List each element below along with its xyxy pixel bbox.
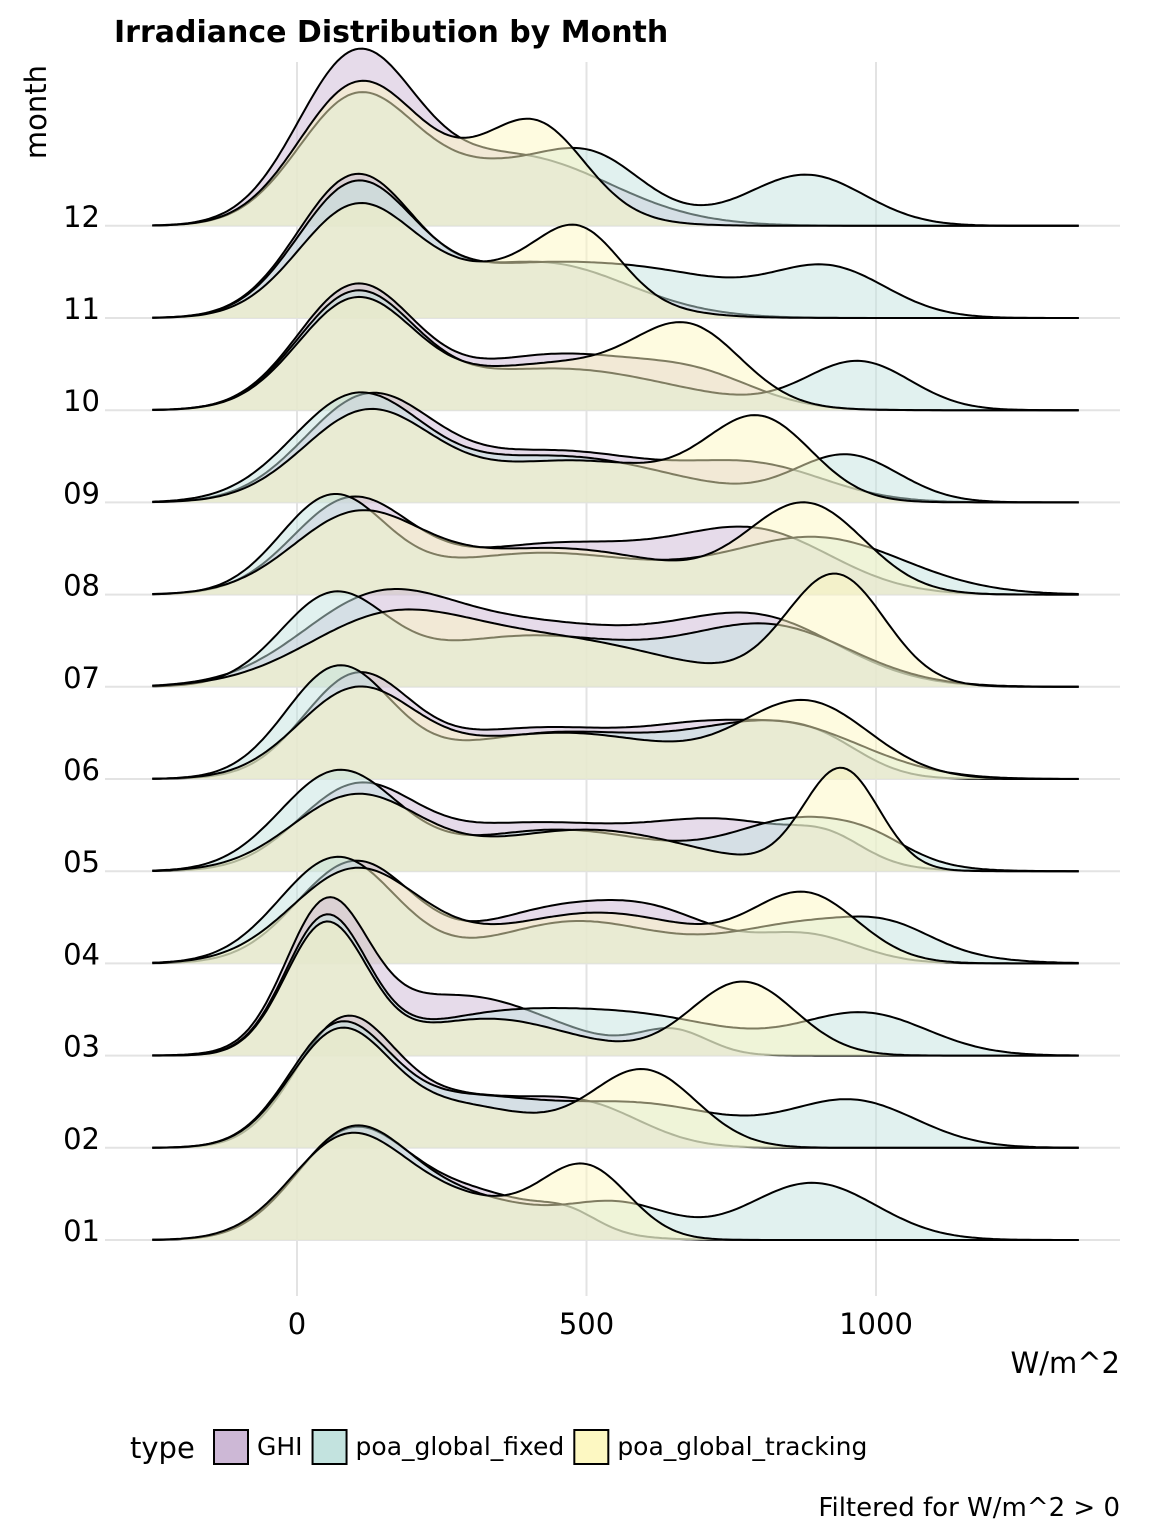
- density-line-poa_global_tracking: [152, 1026, 1079, 1149]
- density-area-poa_global_tracking: [152, 921, 1079, 1056]
- y-tick-label: 11: [63, 292, 100, 326]
- ridge-month-05: [152, 766, 1079, 873]
- density-area-poa_global_tracking: [152, 203, 1079, 318]
- y-tick-label: 09: [63, 476, 100, 510]
- x-tick-label: 0: [288, 1307, 306, 1341]
- density-area-poa_global_tracking: [152, 867, 1079, 964]
- density-area-poa_global_tracking: [152, 296, 1079, 411]
- ridge-month-09: [152, 391, 1079, 504]
- density-line-poa_global_tracking: [152, 685, 1079, 780]
- legend-label: poa_global_fixed: [356, 1432, 565, 1461]
- legend-item-GHI: GHI: [213, 1429, 303, 1465]
- legend-label: poa_global_tracking: [617, 1432, 867, 1461]
- density-area-poa_global_tracking: [152, 1132, 1079, 1240]
- legend-swatch: [573, 1429, 610, 1465]
- y-tick-label: 02: [63, 1122, 100, 1156]
- y-tick-label: 08: [63, 569, 100, 603]
- legend: type GHI poa_global_fixed poa_global_track…: [130, 1429, 867, 1465]
- density-line-poa_global_tracking: [152, 866, 1079, 965]
- x-tick-label: 1000: [839, 1307, 913, 1341]
- legend-items: GHI poa_global_fixed poa_global_tracking: [213, 1429, 867, 1465]
- ridge-month-10: [152, 282, 1079, 412]
- y-tick-label: 06: [63, 753, 100, 787]
- y-tick-label: 10: [63, 384, 100, 418]
- density-line-poa_global_tracking: [152, 295, 1079, 412]
- y-tick-label: 01: [63, 1214, 100, 1248]
- y-tick-label: 05: [63, 845, 100, 879]
- density-area-poa_global_tracking: [152, 767, 1079, 872]
- ridge-month-12: [152, 47, 1079, 227]
- density-line-poa_global_tracking: [152, 201, 1079, 319]
- density-area-poa_global_tracking: [152, 408, 1079, 503]
- legend-swatch: [213, 1429, 249, 1465]
- y-tick-label: 03: [63, 1030, 100, 1064]
- ridges: [152, 47, 1079, 1241]
- density-line-poa_global_tracking: [152, 920, 1079, 1057]
- legend-item-poa_global_fixed: poa_global_fixed: [311, 1429, 565, 1465]
- ridge-month-06: [152, 664, 1079, 780]
- ridge-month-04: [152, 855, 1079, 965]
- density-line-poa_global_tracking: [152, 1131, 1079, 1241]
- axis-ticks: 01 02 03 04 05 06 07 08 09 10 11 12 0 500 1000: [63, 200, 913, 1341]
- density-area-poa_global_tracking: [152, 573, 1079, 687]
- density-line-poa_global_tracking: [152, 407, 1079, 504]
- density-line-poa_global_tracking: [152, 572, 1079, 688]
- ridge-month-03: [152, 896, 1079, 1057]
- legend-title: type: [130, 1431, 195, 1465]
- legend-item-poa_global_tracking: poa_global_tracking: [573, 1429, 867, 1465]
- density-area-poa_global_tracking: [152, 686, 1079, 779]
- chart-title: Irradiance Distribution by Month: [114, 15, 668, 50]
- ridge-month-08: [152, 493, 1079, 596]
- density-line-poa_global_tracking: [152, 501, 1079, 596]
- x-tick-label: 500: [559, 1307, 614, 1341]
- ridge-month-11: [152, 172, 1079, 319]
- y-tick-label: 04: [63, 937, 100, 971]
- chart-caption: Filtered for W/m^2 > 0: [818, 1493, 1120, 1523]
- y-tick-label: 07: [63, 661, 100, 695]
- density-line-poa_global_fixed: [152, 913, 1079, 1057]
- density-line-poa_global_tracking: [152, 79, 1079, 227]
- x-axis-title: W/m^2: [1011, 1346, 1120, 1380]
- legend-swatch: [311, 1429, 348, 1465]
- ridge-month-01: [152, 1124, 1079, 1241]
- ridge-month-02: [152, 1014, 1079, 1149]
- density-area-poa_global_tracking: [152, 1027, 1079, 1148]
- density-line-poa_global_tracking: [152, 766, 1079, 873]
- y-tick-label: 12: [63, 200, 100, 234]
- legend-label: GHI: [257, 1432, 303, 1461]
- ridge-month-07: [152, 572, 1079, 688]
- y-axis-title: month: [19, 65, 53, 159]
